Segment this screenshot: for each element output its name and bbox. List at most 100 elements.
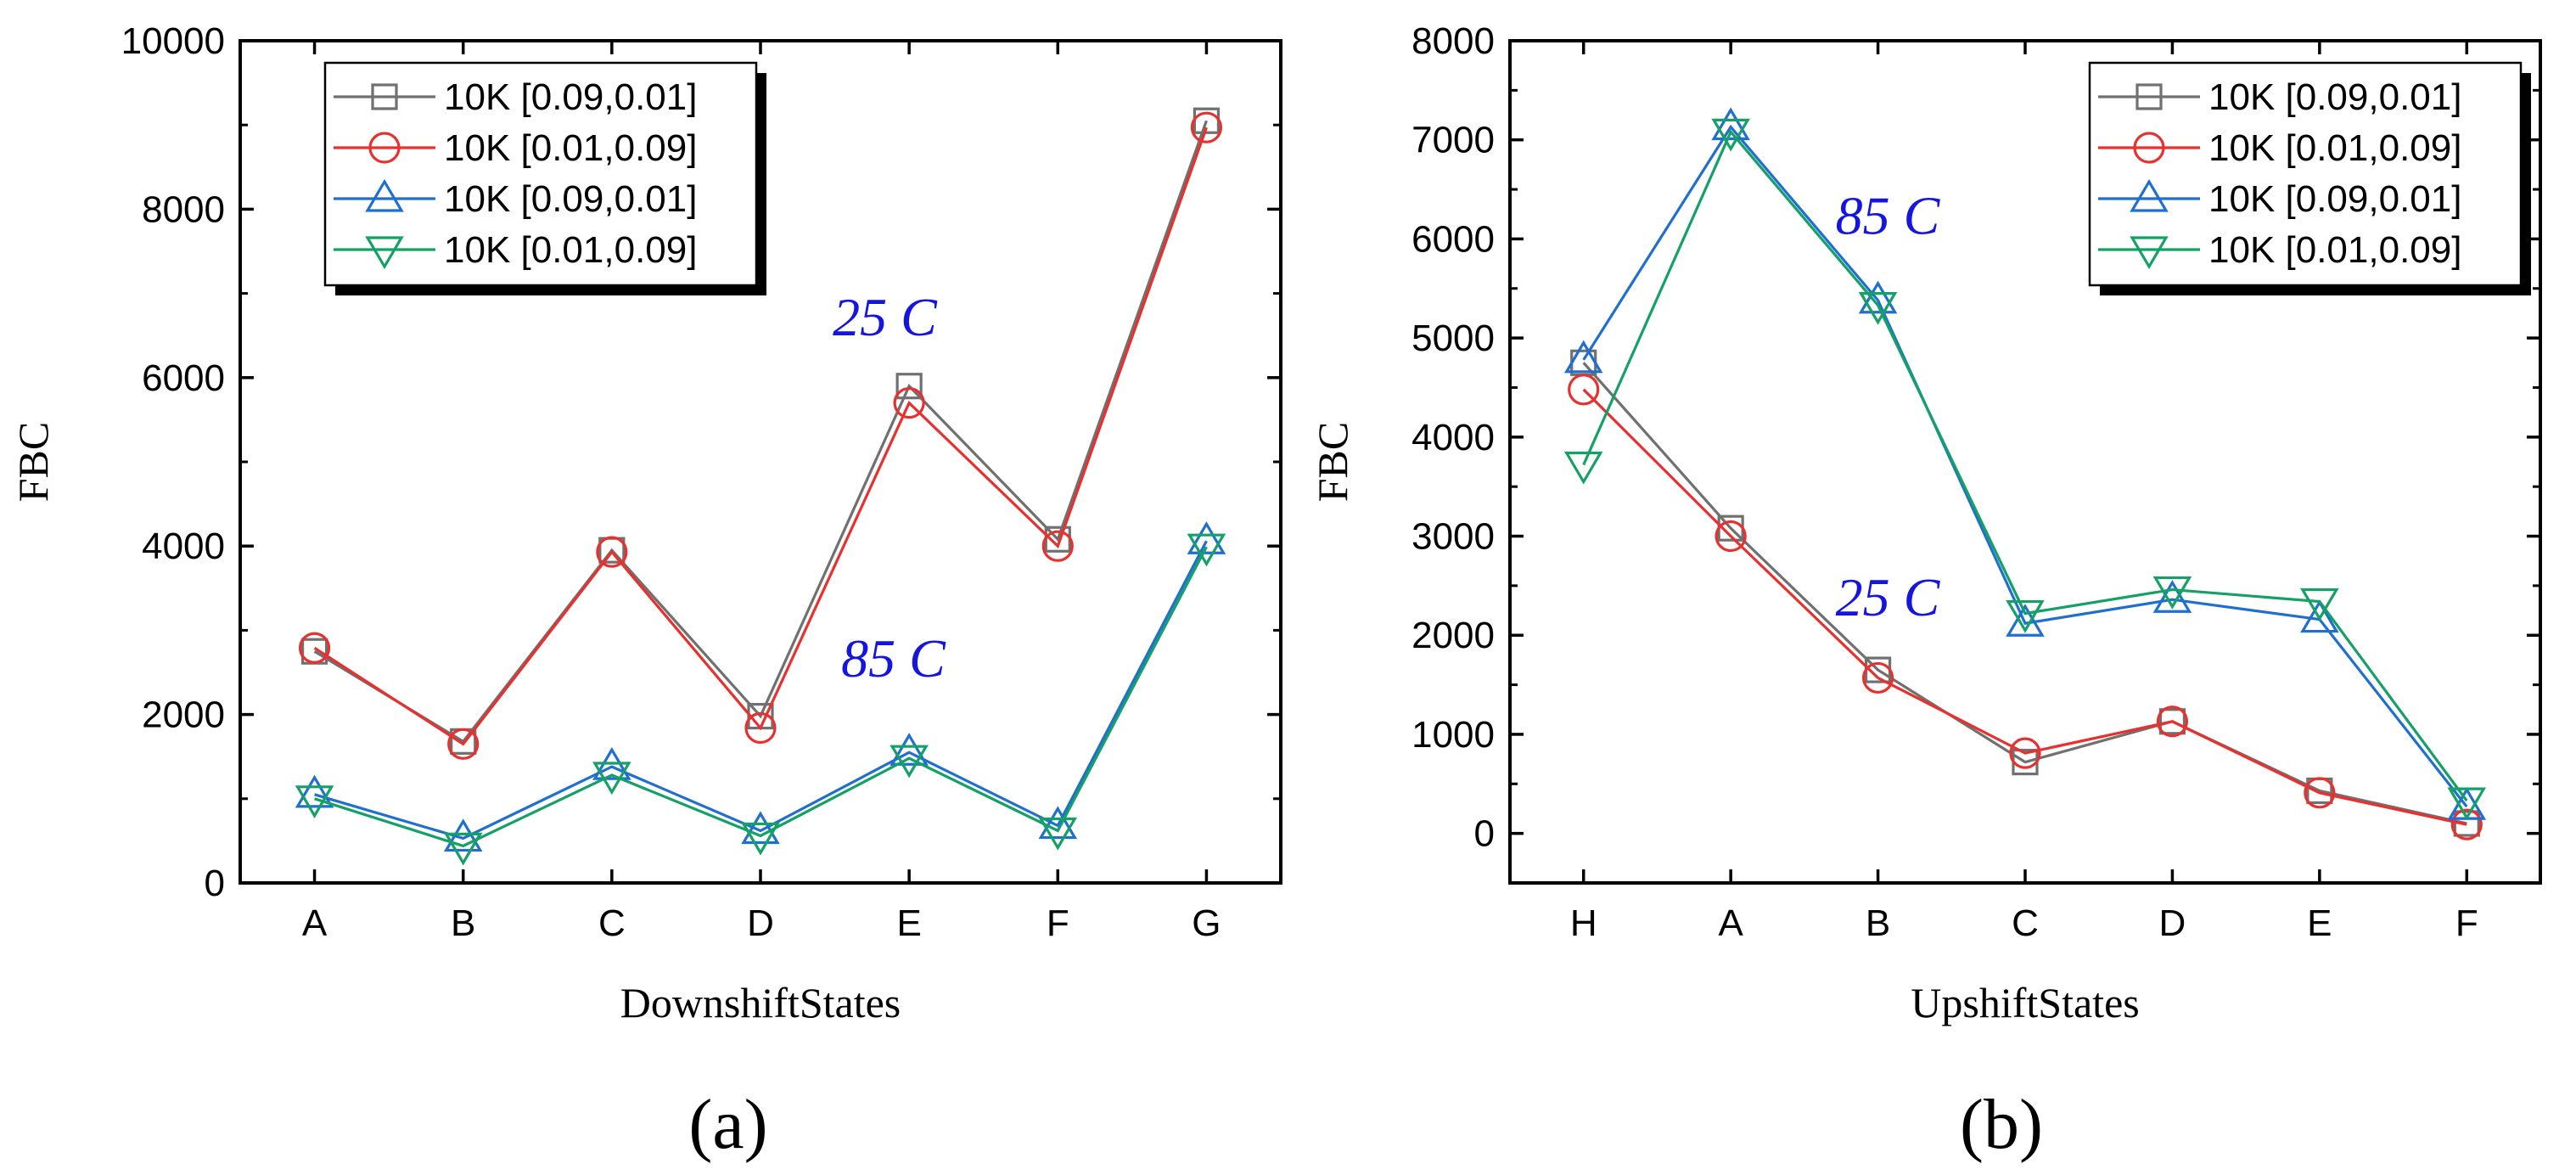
legend: 10K [0.09,0.01] 10K [0.01,0.09] 10K [0.09,… bbox=[2088, 61, 2531, 295]
series-3 bbox=[295, 521, 1226, 852]
data-point bbox=[2009, 737, 2041, 769]
data-point bbox=[895, 373, 923, 400]
data-point bbox=[2450, 808, 2483, 840]
series-line bbox=[313, 120, 1208, 744]
legend-marker bbox=[2135, 83, 2163, 110]
data-point bbox=[1711, 118, 1750, 152]
x-tick-label: B bbox=[1866, 902, 1890, 944]
data-point bbox=[1187, 533, 1226, 567]
x-tick-label: F bbox=[1047, 902, 1069, 944]
series-1 bbox=[1570, 349, 2480, 837]
data-point bbox=[741, 822, 780, 856]
data-point bbox=[1563, 340, 1603, 374]
y-axis-title: FBC bbox=[9, 422, 57, 503]
series-line bbox=[314, 546, 1208, 848]
legend-marker bbox=[365, 178, 404, 212]
panel-label: (a) bbox=[688, 1085, 767, 1164]
legend-marker bbox=[2133, 132, 2165, 164]
x-tick-label: C bbox=[598, 902, 626, 944]
legend-label: 10K [0.01,0.09] bbox=[444, 229, 697, 271]
x-tick-label: E bbox=[896, 902, 921, 944]
x-tick-label: F bbox=[2455, 902, 2478, 944]
data-point bbox=[1568, 374, 1600, 406]
data-point bbox=[2152, 576, 2192, 610]
series-line bbox=[314, 540, 1208, 840]
data-point bbox=[1038, 817, 1078, 851]
data-point bbox=[298, 632, 331, 664]
y-tick-label: 3000 bbox=[1411, 516, 1495, 558]
y-tick-label: 10000 bbox=[121, 20, 225, 62]
temperature-annotation: 85 C bbox=[1836, 186, 1941, 246]
panel-label: (b) bbox=[1960, 1085, 2043, 1164]
x-tick-label: E bbox=[2307, 902, 2332, 944]
data-point bbox=[2006, 604, 2045, 637]
series-line bbox=[1582, 129, 2468, 802]
data-point bbox=[2156, 706, 2189, 738]
data-point bbox=[596, 536, 628, 568]
x-tick-label: D bbox=[747, 902, 774, 944]
data-point bbox=[443, 832, 483, 866]
x-tick-label: C bbox=[2012, 902, 2039, 944]
data-point bbox=[1041, 530, 1074, 562]
legend-label: 10K [0.01,0.09] bbox=[444, 127, 697, 169]
data-point bbox=[1563, 451, 1603, 485]
data-point bbox=[2006, 599, 2045, 633]
chart-panel-a: 0 2000 4000 6000 8000 10000 A B C D E F G DownshiftSt… bbox=[9, 20, 1282, 1164]
data-point bbox=[2300, 599, 2339, 633]
legend-label: 10K [0.01,0.09] bbox=[2208, 229, 2461, 271]
chart-panel-b: 0 1000 2000 3000 4000 5000 6000 7000 8000 H A B C D E F… bbox=[1309, 20, 2542, 1164]
legend-label: 10K [0.09,0.01] bbox=[2208, 76, 2461, 118]
y-tick-label: 5000 bbox=[1411, 318, 1495, 359]
y-tick-label: 6000 bbox=[142, 357, 225, 399]
data-point bbox=[1715, 520, 1747, 553]
data-point bbox=[2447, 787, 2487, 821]
series-line bbox=[313, 126, 1208, 746]
y-axis-title: FBC bbox=[1309, 422, 1356, 503]
series-2 bbox=[298, 111, 1223, 760]
data-point bbox=[1858, 292, 1898, 325]
x-axis-title: DownshiftStates bbox=[620, 979, 901, 1026]
legend-label: 10K [0.09,0.01] bbox=[444, 178, 697, 220]
legend-marker bbox=[2130, 178, 2169, 212]
legend-label: 10K [0.01,0.09] bbox=[2208, 127, 2461, 169]
temperature-annotation: 25 C bbox=[833, 287, 938, 347]
x-tick-label: H bbox=[1570, 902, 1597, 944]
data-point bbox=[2152, 580, 2192, 613]
data-point bbox=[592, 762, 631, 796]
legend-label: 10K [0.09,0.01] bbox=[444, 76, 697, 118]
y-tick-label: 4000 bbox=[1411, 417, 1495, 458]
x-axis-title: UpshiftStates bbox=[1911, 979, 2139, 1026]
data-point bbox=[1187, 521, 1226, 554]
data-point bbox=[1858, 280, 1898, 314]
data-point bbox=[744, 711, 777, 745]
data-point bbox=[2453, 810, 2480, 837]
y-tick-label: 2000 bbox=[142, 694, 225, 736]
data-point bbox=[1190, 111, 1223, 143]
y-tick-label: 1000 bbox=[1411, 714, 1495, 756]
y-tick-label: 8000 bbox=[1411, 20, 1495, 62]
data-point bbox=[890, 745, 929, 779]
data-point bbox=[1861, 661, 1894, 694]
x-tick-label: A bbox=[302, 902, 328, 944]
y-tick-label: 0 bbox=[205, 863, 225, 904]
data-point bbox=[2300, 588, 2339, 621]
data-point bbox=[1711, 107, 1750, 141]
temperature-annotation: 25 C bbox=[1836, 567, 1941, 627]
x-tick-label: G bbox=[1192, 902, 1221, 944]
legend: 10K [0.09,0.01] 10K [0.01,0.09] 10K [0.09,… bbox=[323, 61, 766, 295]
y-tick-label: 4000 bbox=[142, 526, 225, 567]
data-point bbox=[741, 811, 780, 845]
data-point bbox=[1038, 806, 1078, 840]
y-tick-label: 6000 bbox=[1411, 218, 1495, 260]
y-tick-label: 7000 bbox=[1411, 120, 1495, 161]
legend-label: 10K [0.09,0.01] bbox=[2208, 178, 2461, 220]
y-tick-label: 8000 bbox=[142, 188, 225, 230]
x-tick-label: D bbox=[2159, 902, 2186, 944]
series-2 bbox=[1568, 374, 2483, 840]
data-point bbox=[890, 733, 929, 766]
data-point bbox=[443, 818, 483, 852]
series-line bbox=[1582, 362, 2467, 825]
temperature-annotation: 85 C bbox=[841, 628, 946, 689]
x-tick-label: B bbox=[451, 902, 475, 944]
